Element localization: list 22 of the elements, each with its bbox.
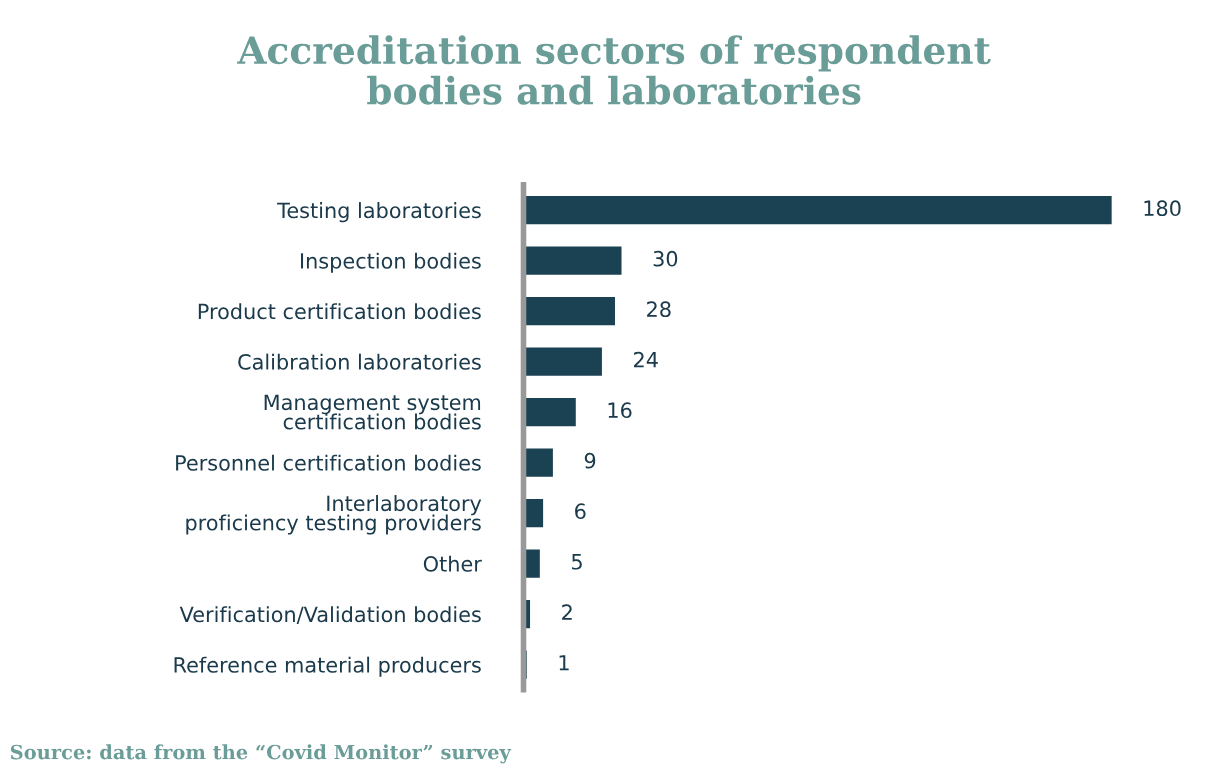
data-label: 5 bbox=[572, 554, 582, 570]
y-tick-label: Verification/Validation bodies bbox=[179, 606, 481, 624]
y-tick-label: Product certification bodies bbox=[198, 303, 481, 320]
data-label: 6 bbox=[575, 503, 586, 520]
data-label: 180 bbox=[1144, 200, 1181, 217]
data-label: 16 bbox=[608, 402, 632, 419]
y-tick-label: Interlaboratory proficiency testing providers bbox=[186, 495, 482, 535]
data-label: 24 bbox=[634, 351, 658, 368]
y-tick-label: Reference material producers bbox=[174, 656, 481, 677]
data-label: 9 bbox=[584, 452, 596, 469]
y-tick-label: Personnel certification bodies bbox=[176, 454, 481, 471]
source-note: Source: data from the “Covid Monitor” survey bbox=[10, 744, 512, 764]
data-label: 30 bbox=[653, 250, 678, 267]
y-tick-label: Testing laboratories bbox=[277, 202, 481, 223]
data-label: 1 bbox=[559, 655, 569, 671]
y-tick-label: Other bbox=[423, 555, 482, 572]
y-tick-label: Management system certification bodies bbox=[264, 394, 481, 430]
y-tick-label: Inspection bodies bbox=[300, 252, 481, 273]
y-tick-label: Calibration laboratories bbox=[238, 353, 481, 370]
data-label: 2 bbox=[562, 604, 572, 620]
chart-title: Accreditation sectors of respondent bodies and laboratories bbox=[237, 35, 991, 105]
data-label: 28 bbox=[647, 301, 671, 318]
